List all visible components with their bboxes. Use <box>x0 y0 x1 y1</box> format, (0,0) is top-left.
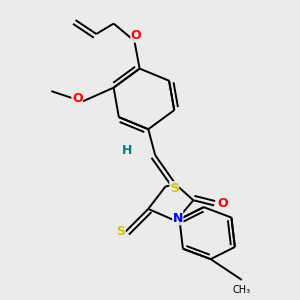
Text: N: N <box>172 212 183 225</box>
Text: S: S <box>170 182 179 195</box>
Text: S: S <box>116 225 125 238</box>
Text: O: O <box>72 92 83 105</box>
Text: CH₃: CH₃ <box>233 285 251 295</box>
Text: O: O <box>218 197 228 210</box>
Text: O: O <box>131 29 142 42</box>
Text: H: H <box>122 143 133 157</box>
